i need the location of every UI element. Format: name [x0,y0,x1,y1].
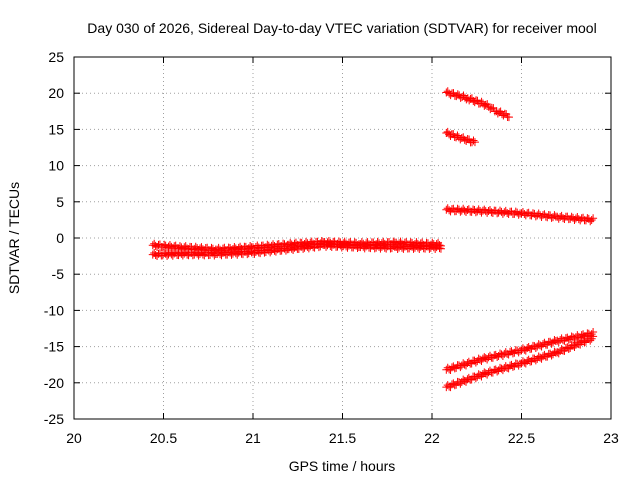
data-point-marker [435,244,444,253]
series-track-2 [148,239,445,261]
x-tick-label: 21.5 [329,430,356,446]
y-axis-label: SDTVAR / TECUs [6,182,22,294]
x-tick-label: 20 [66,430,82,446]
data-point-marker [456,379,465,388]
y-tick-label: -5 [52,266,65,282]
y-tick-label: 5 [56,194,64,210]
y-tick-label: -25 [44,411,64,427]
data-point-marker [589,332,598,341]
x-axis-label: GPS time / hours [289,458,396,474]
y-tick-label: 25 [48,49,64,65]
data-point-marker [471,374,480,383]
y-tick-label: -15 [44,339,64,355]
series-track-3 [442,87,513,122]
data-point-marker [436,244,445,253]
data-point-marker [589,214,598,223]
y-tick-label: 0 [56,230,64,246]
series-track-7 [442,332,598,392]
y-tick-label: 20 [48,85,64,101]
axis-ticks: 20 20.5 21 21.5 22 22.5 23 -25 -20 -15 -10 -5 0 5 10 15… [44,49,619,446]
y-tick-label: 15 [48,121,64,137]
series-track-6 [442,327,598,375]
chart-title: Day 030 of 2026, Sidereal Day-to-day VTE… [87,20,596,36]
plot-frame [73,56,612,420]
y-tick-label: -20 [44,375,64,391]
y-tick-label: -10 [44,302,64,318]
grid-lines [74,57,611,419]
y-tick-label: 10 [48,158,64,174]
x-tick-label: 21 [245,430,261,446]
series-track-4 [442,127,479,147]
data-point-marker [469,136,478,145]
series-track-5 [442,204,598,226]
x-tick-label: 22.5 [508,430,535,446]
data-points [148,87,598,392]
data-point-marker [570,343,579,352]
x-tick-label: 23 [603,430,619,446]
data-point-marker [586,336,595,345]
data-point-marker [477,97,486,106]
data-point-marker [504,113,513,122]
data-point-marker [470,138,479,147]
x-tick-label: 22 [424,430,440,446]
x-tick-label: 20.5 [150,430,177,446]
data-point-marker [587,216,596,225]
